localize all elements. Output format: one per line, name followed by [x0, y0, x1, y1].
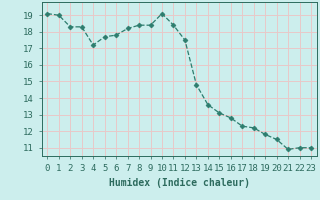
X-axis label: Humidex (Indice chaleur): Humidex (Indice chaleur) — [109, 178, 250, 188]
